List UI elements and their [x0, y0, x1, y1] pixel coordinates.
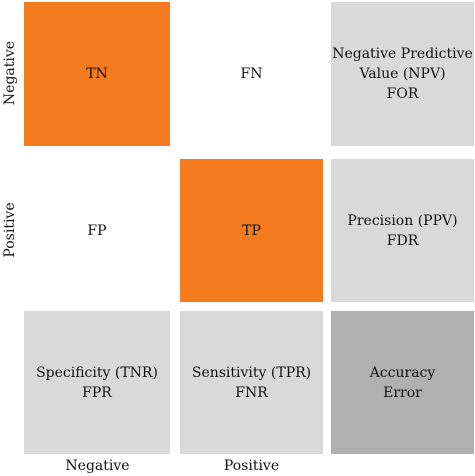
col-label-negative: Negative [65, 458, 130, 474]
row-label-negative: Negative [2, 40, 18, 106]
fdr-label: FDR [386, 232, 419, 249]
fpr-label: FPR [82, 384, 112, 401]
fnr-label: FNR [235, 384, 268, 401]
accuracy-label: Accuracy [369, 364, 436, 381]
cell-tnr-fpr: Specificity (TNR) FPR [24, 311, 170, 454]
cell-npv-for: Negative Predictive Value (NPV) FOR [331, 2, 474, 146]
npv-line-2: Value (NPV) [359, 66, 446, 82]
cell-false-negative: FN [180, 2, 323, 146]
tpr-label: Sensitivity (TPR) [191, 364, 312, 381]
cell-false-negative-label: FN [240, 66, 263, 82]
cell-tpr-fnr: Sensitivity (TPR) FNR [180, 311, 323, 454]
col-label-positive: Positive [223, 458, 280, 474]
ppv-label: Precision (PPV) [347, 212, 458, 229]
cell-true-negative: TN [24, 2, 170, 146]
cell-true-positive-label: TP [242, 222, 261, 239]
row-label-positive: Positive [2, 202, 18, 258]
cell-false-positive: FP [24, 159, 170, 302]
cell-true-positive: TP [180, 159, 323, 302]
error-label: Error [383, 384, 422, 401]
cell-ppv-fdr: Precision (PPV) FDR [331, 159, 474, 302]
cell-true-negative-label: TN [86, 66, 108, 82]
tnr-label: Specificity (TNR) [36, 364, 158, 381]
cell-false-positive-label: FP [87, 222, 107, 239]
npv-line-1: Negative Predictive [332, 46, 473, 62]
cell-accuracy-error: Accuracy Error [331, 311, 474, 454]
for-label: FOR [386, 86, 419, 102]
